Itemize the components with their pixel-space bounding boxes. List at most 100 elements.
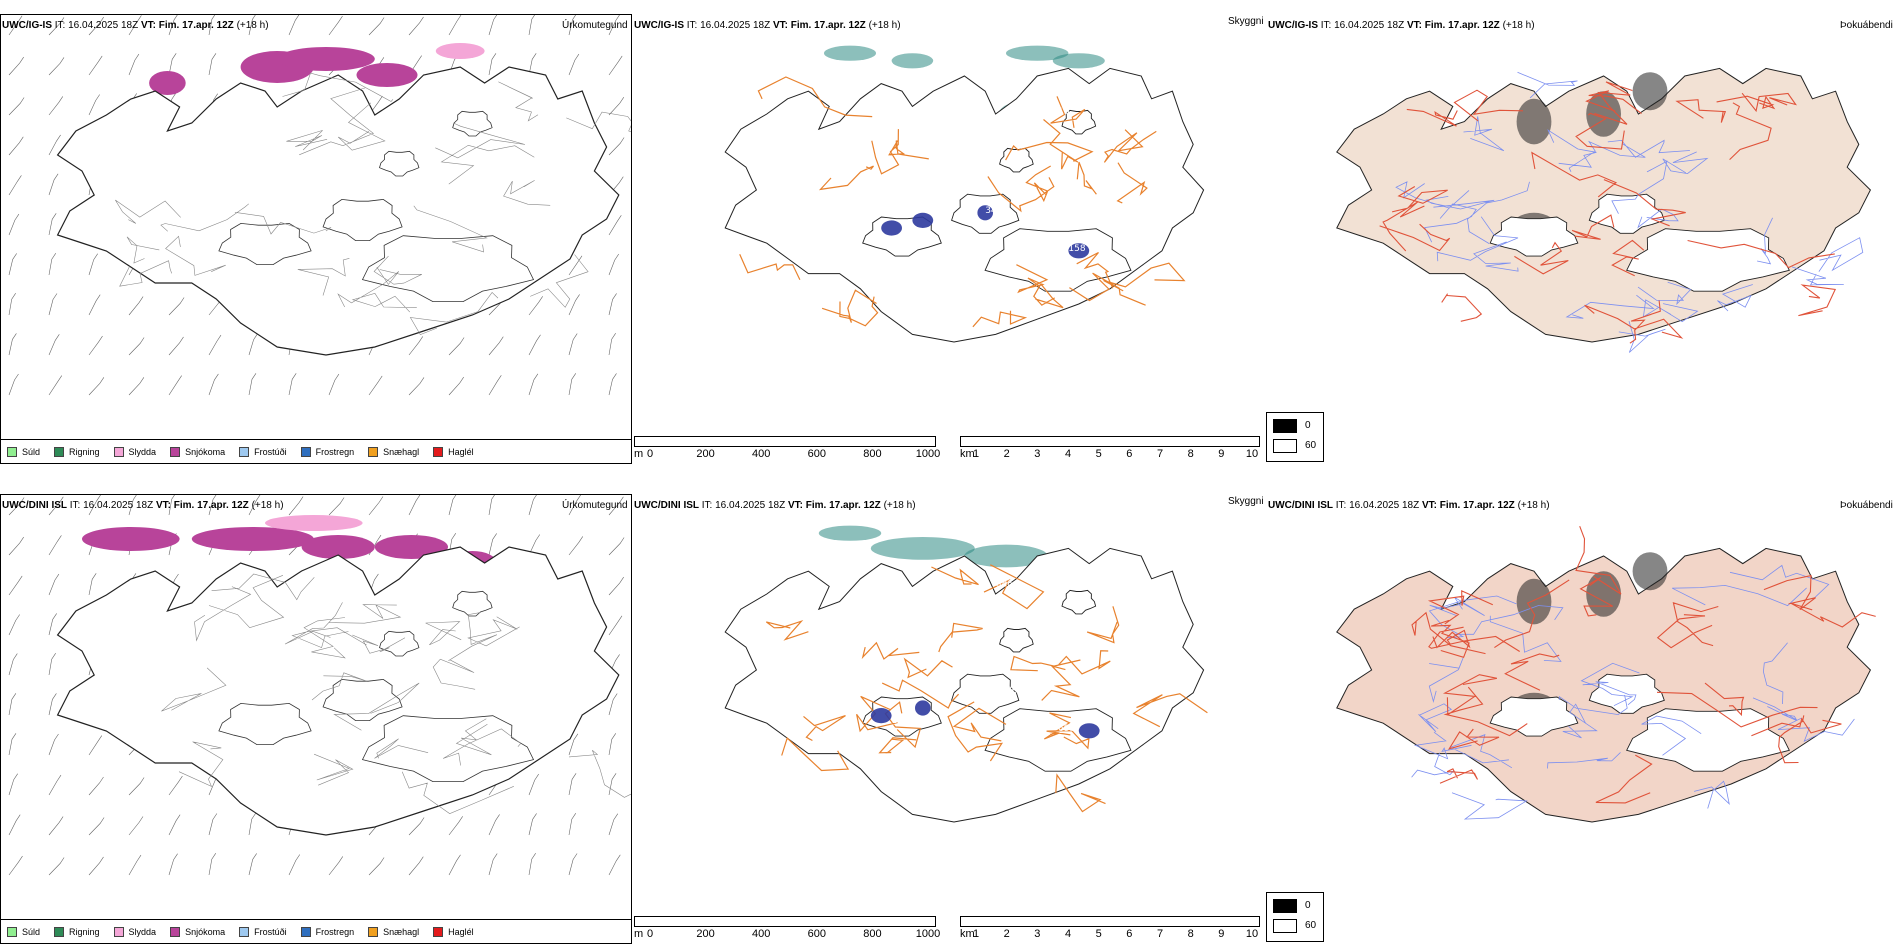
visibility-colorbar-cells [960, 916, 1260, 927]
legend-label: Snæhagl [383, 926, 420, 937]
colorbar-tick: 7 [1156, 928, 1164, 940]
precip-legend-item: Snæhagl [368, 926, 420, 937]
legend-swatch [433, 926, 444, 937]
fog-panel-row1 [1266, 14, 1900, 464]
colorbar-tick: 400 [752, 448, 771, 460]
colorbar-tick: 1000 [915, 448, 941, 460]
fog-legend-swatch [1273, 439, 1297, 453]
visibility-value-label: 15 [964, 693, 975, 703]
legend-label: Frostúði [254, 926, 287, 937]
visibility-map-row1: 159 857 877 16 18 109 75 130 22 34 16 158 [724, 45, 1205, 343]
legend-swatch [368, 446, 379, 457]
legend-label: Frostúði [254, 446, 287, 457]
colorbar-unit: km [960, 448, 975, 460]
precip-type-legend: Súld Rigning Slydda Snjókoma Frostúði Frostre… [1, 919, 631, 943]
fog-legend-label: 60 [1305, 920, 1317, 931]
legend-swatch [300, 446, 311, 457]
colorbar-tick: 1 [972, 448, 980, 460]
colorbar-tick: 800 [863, 928, 882, 940]
colorbar-tick: 1000 [915, 928, 941, 940]
precip-type-legend: Súld Rigning Slydda Snjókoma Frostúði Frostre… [1, 439, 631, 463]
precip-legend-item: Frostregn [300, 446, 355, 457]
precip-legend-item: Slydda [113, 926, 156, 937]
fog-legend-label: 0 [1305, 900, 1311, 911]
ceiling-colorbar-row2: m 0 200 400 600 800 1000 [634, 916, 940, 942]
legend-swatch [239, 446, 250, 457]
colorbar-tick: 4 [1064, 448, 1072, 460]
fog-legend-row2: 0 60 [1266, 892, 1324, 942]
colorbar-tick: 400 [752, 928, 771, 940]
visibility-value-label: 10 [996, 663, 1008, 673]
precip-legend-item: Rigning [54, 446, 100, 457]
colorbar-tick: 5 [1095, 448, 1102, 460]
visibility-value-label: 16 [1037, 221, 1049, 231]
visibility-value-label: 877 [1037, 84, 1054, 94]
legend-label: Rigning [69, 926, 100, 937]
header-fog-row1: UWC/IG-IS IT: 16.04.2025 18Z VT: Fim. 17… [1268, 20, 1535, 31]
colorbar-tick: 200 [696, 928, 715, 940]
legend-label: Haglél [448, 926, 474, 937]
fog-map-row1 [1336, 67, 1872, 353]
colorbar-tick: 2 [1003, 448, 1010, 460]
title-visibility-row1: Skyggni [1228, 16, 1264, 27]
colorbar-tick: 800 [863, 448, 882, 460]
fog-legend-swatch [1273, 899, 1297, 913]
visibility-value-label: 886 [996, 579, 1013, 589]
header-fog-row2: UWC/DINI ISL IT: 16.04.2025 18Z VT: Fim.… [1268, 500, 1550, 511]
legend-label: Slydda [128, 446, 157, 457]
colorbar-tick: 3 [1034, 448, 1041, 460]
visibility-value-label: 22 [1016, 183, 1027, 193]
precip-panel-row2: Súld Rigning Slydda Snjókoma Frostúði Frostre… [0, 494, 632, 944]
visibility-value-label: 158 [1068, 244, 1085, 254]
visibility-value-label: 130 [975, 198, 992, 208]
visibility-colorbar-cells [960, 436, 1260, 447]
fog-map-row2 [1336, 526, 1876, 823]
visibility-value-label: 18 [996, 130, 1008, 140]
legend-swatch [54, 446, 65, 457]
precip-map-row2 [8, 495, 631, 876]
colorbar-tick: 4 [1064, 928, 1072, 940]
legend-label: Snjókoma [185, 446, 226, 457]
colorbar-tick: 10 [1245, 928, 1259, 940]
visibility-value-label: 34 [985, 206, 997, 216]
precip-legend-item: Haglél [433, 446, 474, 457]
legend-swatch [7, 446, 17, 457]
legend-swatch [239, 926, 250, 937]
visibility-value-label: 16 [1058, 107, 1070, 117]
colorbar-tick: 7 [1156, 448, 1164, 460]
colorbar-tick: 200 [696, 448, 715, 460]
colorbar-unit: km [960, 928, 975, 940]
visibility-map-row2: 886 10 22 98 105 15 86 22 693 17 [724, 525, 1208, 823]
colorbar-tick: 0 [646, 928, 654, 940]
precip-legend-item: Snæhagl [368, 446, 419, 457]
colorbar-unit: m [634, 448, 644, 460]
colorbar-tick: 6 [1126, 928, 1133, 940]
fog-legend-label: 0 [1305, 420, 1311, 431]
legend-swatch [113, 926, 124, 937]
visibility-panel-row2: 886 10 22 98 105 15 86 22 693 17 [634, 494, 1264, 944]
colorbar-tick: 5 [1095, 928, 1102, 940]
visibility-value-label: 109 [902, 229, 919, 239]
legend-swatch [300, 926, 311, 937]
fog-panel-row2 [1266, 494, 1900, 944]
visibility-value-label: 105 [892, 716, 909, 726]
precip-legend-item: Snjókoma [170, 926, 225, 937]
colorbar-tick: 8 [1187, 928, 1194, 940]
header-precip-row2: UWC/DINI ISL IT: 16.04.2025 18Z VT: Fim.… [2, 500, 284, 511]
legend-swatch [54, 926, 65, 937]
colorbar-tick: 0 [646, 448, 654, 460]
precip-legend-item: Súld [7, 926, 40, 937]
visibility-value-label: 86 [1006, 686, 1018, 696]
precip-legend-item: Frostúði [239, 926, 287, 937]
visibility-colorbar-row1: km 1 2 3 4 5 6 7 8 9 10 [960, 436, 1260, 462]
legend-swatch [368, 926, 379, 937]
legend-swatch [170, 926, 181, 937]
legend-label: Súld [22, 446, 41, 457]
fog-legend-row1: 0 60 [1266, 412, 1324, 462]
colorbar-tick: 600 [807, 928, 826, 940]
colorbar-tick: 10 [1245, 448, 1259, 460]
precip-map-row1 [8, 15, 631, 396]
header-visibility-row2: UWC/DINI ISL IT: 16.04.2025 18Z VT: Fim.… [634, 500, 916, 511]
legend-label: Rigning [69, 446, 100, 457]
legend-label: Frostregn [315, 446, 355, 457]
